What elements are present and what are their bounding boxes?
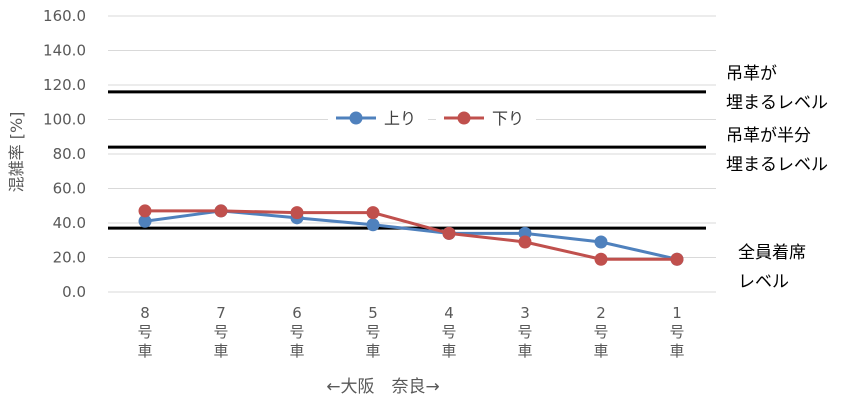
legend: 上り 下り <box>328 106 536 130</box>
x-tick-char: 号 <box>517 323 532 341</box>
x-tick-char: 号 <box>137 323 152 341</box>
series-line <box>145 209 677 261</box>
x-tick-char: 2 <box>596 304 606 322</box>
series-line <box>144 209 678 261</box>
reference-label: 全員着席 <box>738 243 806 263</box>
x-tick-label: 4 号車 <box>441 304 456 360</box>
x-tick-label: 3 号車 <box>517 304 532 360</box>
x-tick-char: 7 <box>216 304 226 322</box>
x-tick-char: 車 <box>669 342 684 360</box>
x-tick-label: 7 号車 <box>213 304 228 360</box>
data-point <box>594 252 608 266</box>
data-point <box>138 214 152 228</box>
x-tick-char: 号 <box>365 323 380 341</box>
series-group <box>138 204 684 266</box>
reference-label: 吊革が <box>726 64 777 84</box>
x-tick-char: 号 <box>593 323 608 341</box>
x-tick-label: 2 号車 <box>593 304 608 360</box>
data-point <box>138 204 152 218</box>
reference-label: 埋まるレベル <box>726 155 828 175</box>
y-tick-label: 20.0 <box>53 249 86 267</box>
x-tick-char: 4 <box>444 304 454 322</box>
x-tick-char: 8 <box>140 304 150 322</box>
x-tick-char: 号 <box>441 323 456 341</box>
x-tick-label: 6 号車 <box>289 304 304 360</box>
y-tick-label: 140.0 <box>43 42 86 60</box>
data-point <box>366 206 380 220</box>
y-tick-label: 100.0 <box>43 111 86 129</box>
data-point <box>442 226 456 240</box>
x-tick-char: 3 <box>520 304 530 322</box>
y-tick-labels: 0.0 20.0 40.0 60.0 80.0 100.0 120.0 140.0 160.0 <box>43 7 86 301</box>
data-point <box>594 235 608 249</box>
y-tick-label: 160.0 <box>43 7 86 25</box>
reference-label: 埋まるレベル <box>726 93 828 113</box>
data-point <box>518 235 532 249</box>
legend-label: 上り <box>384 109 416 128</box>
x-tick-char: 車 <box>593 342 608 360</box>
y-tick-label: 80.0 <box>53 145 86 163</box>
x-tick-char: 車 <box>441 342 456 360</box>
y-tick-label: 120.0 <box>43 76 86 94</box>
legend-label: 下り <box>492 109 524 128</box>
data-point <box>366 218 380 232</box>
x-tick-char: 車 <box>289 342 304 360</box>
x-tick-char: 6 <box>292 304 302 322</box>
x-tick-char: 車 <box>365 342 380 360</box>
grid-lines <box>108 15 716 293</box>
x-axis-label: ←大阪 奈良→ <box>326 377 440 397</box>
data-point <box>290 206 304 220</box>
x-tick-char: 1 <box>672 304 682 322</box>
x-tick-char: 号 <box>213 323 228 341</box>
x-tick-char: 車 <box>517 342 532 360</box>
x-tick-char: 号 <box>289 323 304 341</box>
reference-label: 吊革が半分 <box>726 126 811 146</box>
y-tick-label: 0.0 <box>62 283 86 301</box>
y-axis-label: 混雑率 [%] <box>7 112 26 193</box>
legend-marker <box>457 111 471 125</box>
x-tick-labels: 8 号車7 号車6 号車5 号車4 号車3 号車2 号車1 号車 <box>137 304 684 360</box>
x-tick-label: 5 号車 <box>365 304 380 360</box>
x-tick-label: 1 号車 <box>669 304 684 360</box>
x-tick-char: 5 <box>368 304 378 322</box>
x-tick-char: 号 <box>669 323 684 341</box>
y-tick-label: 60.0 <box>53 180 86 198</box>
x-tick-char: 車 <box>137 342 152 360</box>
x-tick-label: 8 号車 <box>137 304 152 360</box>
reference-label: レベル <box>738 272 789 292</box>
y-tick-label: 40.0 <box>53 214 86 232</box>
data-point <box>670 252 684 266</box>
data-point <box>214 204 228 218</box>
x-tick-char: 車 <box>213 342 228 360</box>
legend-marker <box>349 111 363 125</box>
